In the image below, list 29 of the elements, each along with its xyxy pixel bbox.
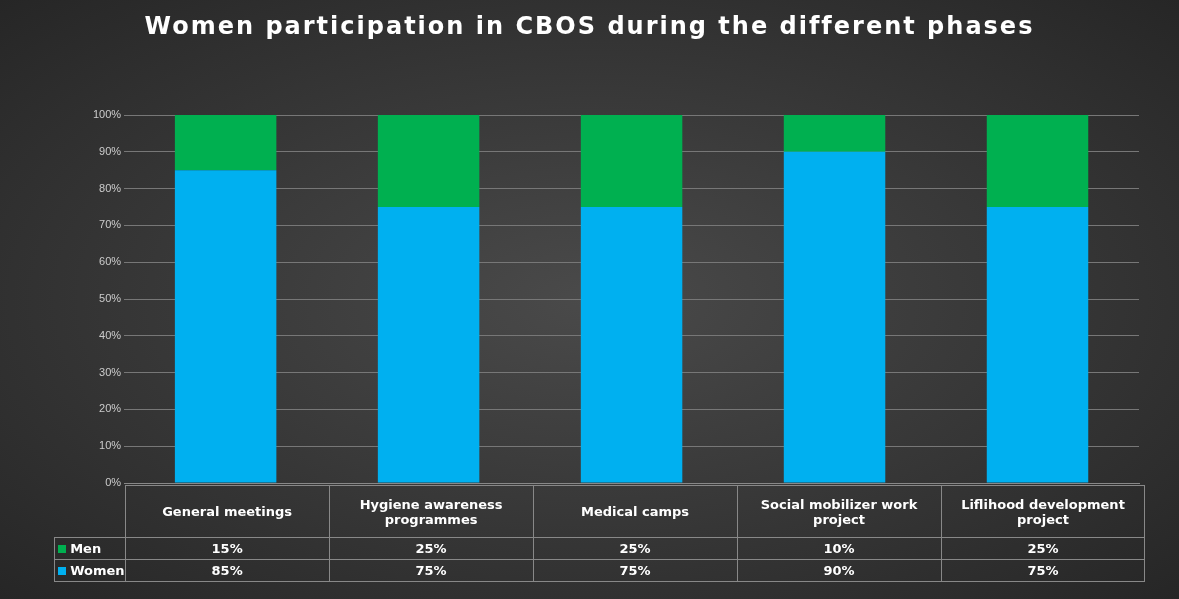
data-label: 25% (1027, 541, 1059, 556)
y-tick-label: 80% (99, 181, 122, 194)
y-tick-label: 40% (99, 328, 122, 341)
legend-label: Women (70, 563, 125, 578)
y-tick-label: 90% (99, 144, 122, 157)
data-label: 75% (1027, 563, 1059, 578)
x-tick-label: Medical camps (581, 504, 690, 519)
data-label: 25% (619, 541, 651, 556)
x-tick-label: Social mobilizer work project (760, 496, 918, 527)
x-tick-label: Liflihood development project (961, 496, 1125, 527)
data-label: 85% (211, 563, 243, 578)
y-tick-label: 10% (99, 439, 122, 452)
data-label: 75% (415, 563, 447, 578)
y-tick-label: 20% (99, 402, 122, 415)
y-tick-label: 50% (99, 292, 122, 305)
legend-label: Men (70, 541, 102, 556)
y-tick-label: 70% (99, 218, 122, 231)
x-tick-label: Hygiene awareness programmes (359, 496, 503, 527)
data-label: 15% (211, 541, 243, 556)
data-label: 75% (619, 563, 651, 578)
data-label: 25% (415, 541, 447, 556)
y-tick-label: 30% (99, 365, 122, 378)
data-label: 90% (823, 563, 855, 578)
data-label: 10% (823, 541, 855, 556)
y-tick-label: 60% (99, 255, 122, 268)
x-tick-label: General meetings (162, 504, 293, 519)
y-tick-label: 0% (105, 476, 122, 489)
chart-title: Women participation in CBOS during the different phases (143, 12, 1036, 40)
y-tick-label: 100% (92, 108, 122, 121)
